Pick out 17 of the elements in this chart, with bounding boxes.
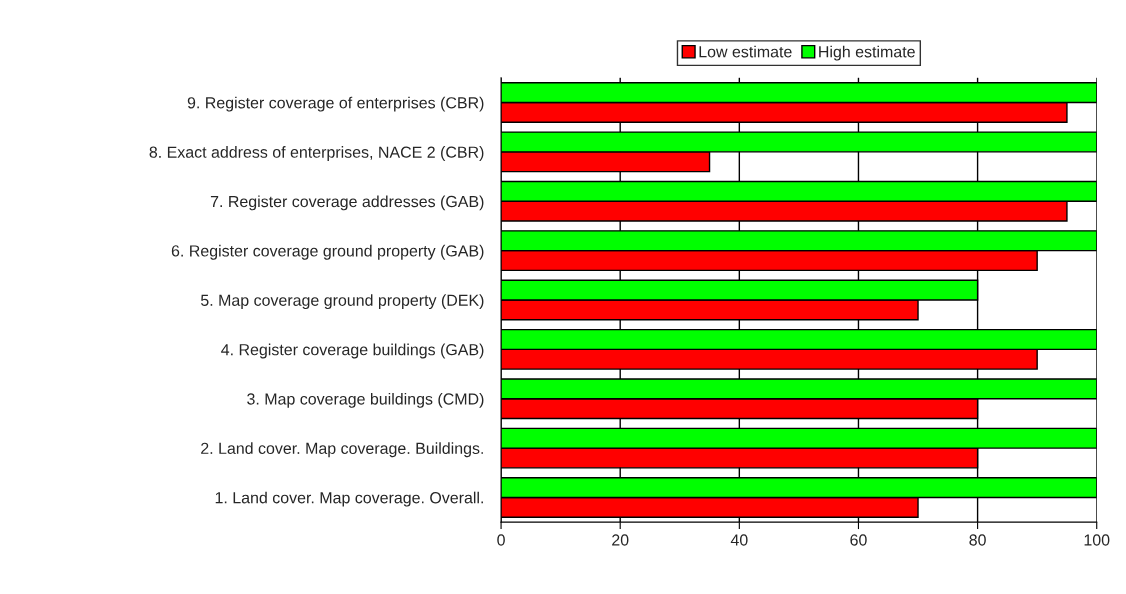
y-tick-label: 2. Land cover. Map coverage. Buildings. [201, 442, 483, 458]
x-tick-label: 40 [730, 534, 748, 546]
y-tick-label: 8. Exact address of enterprises, NACE 2 (CBR) [149, 146, 484, 161]
legend-label: Low estimate [699, 45, 792, 58]
x-tick-label: 20 [612, 534, 629, 546]
y-tick-label: 1. Land cover. Map coverage. Overall. [215, 491, 483, 507]
legend-label: High estimate [819, 45, 915, 61]
y-tick-label: 9. Register coverage of enterprises (CBR) [187, 96, 484, 112]
x-tick-label: 60 [850, 534, 867, 546]
x-tick-label: 0 [497, 534, 505, 546]
y-tick-label: 7. Register coverage addresses (GAB) [210, 195, 484, 211]
x-tick-label: 80 [969, 534, 986, 546]
x-tick-label: 100 [1084, 534, 1110, 546]
y-tick-label: 4. Register coverage buildings (GAB) [221, 343, 484, 359]
y-tick-label: 5. Map coverage ground property (DEK) [200, 294, 484, 310]
y-tick-label: 3. Map coverage buildings (CMD) [247, 392, 484, 408]
y-tick-label: 6. Register coverage ground property (GAB) [171, 244, 484, 260]
